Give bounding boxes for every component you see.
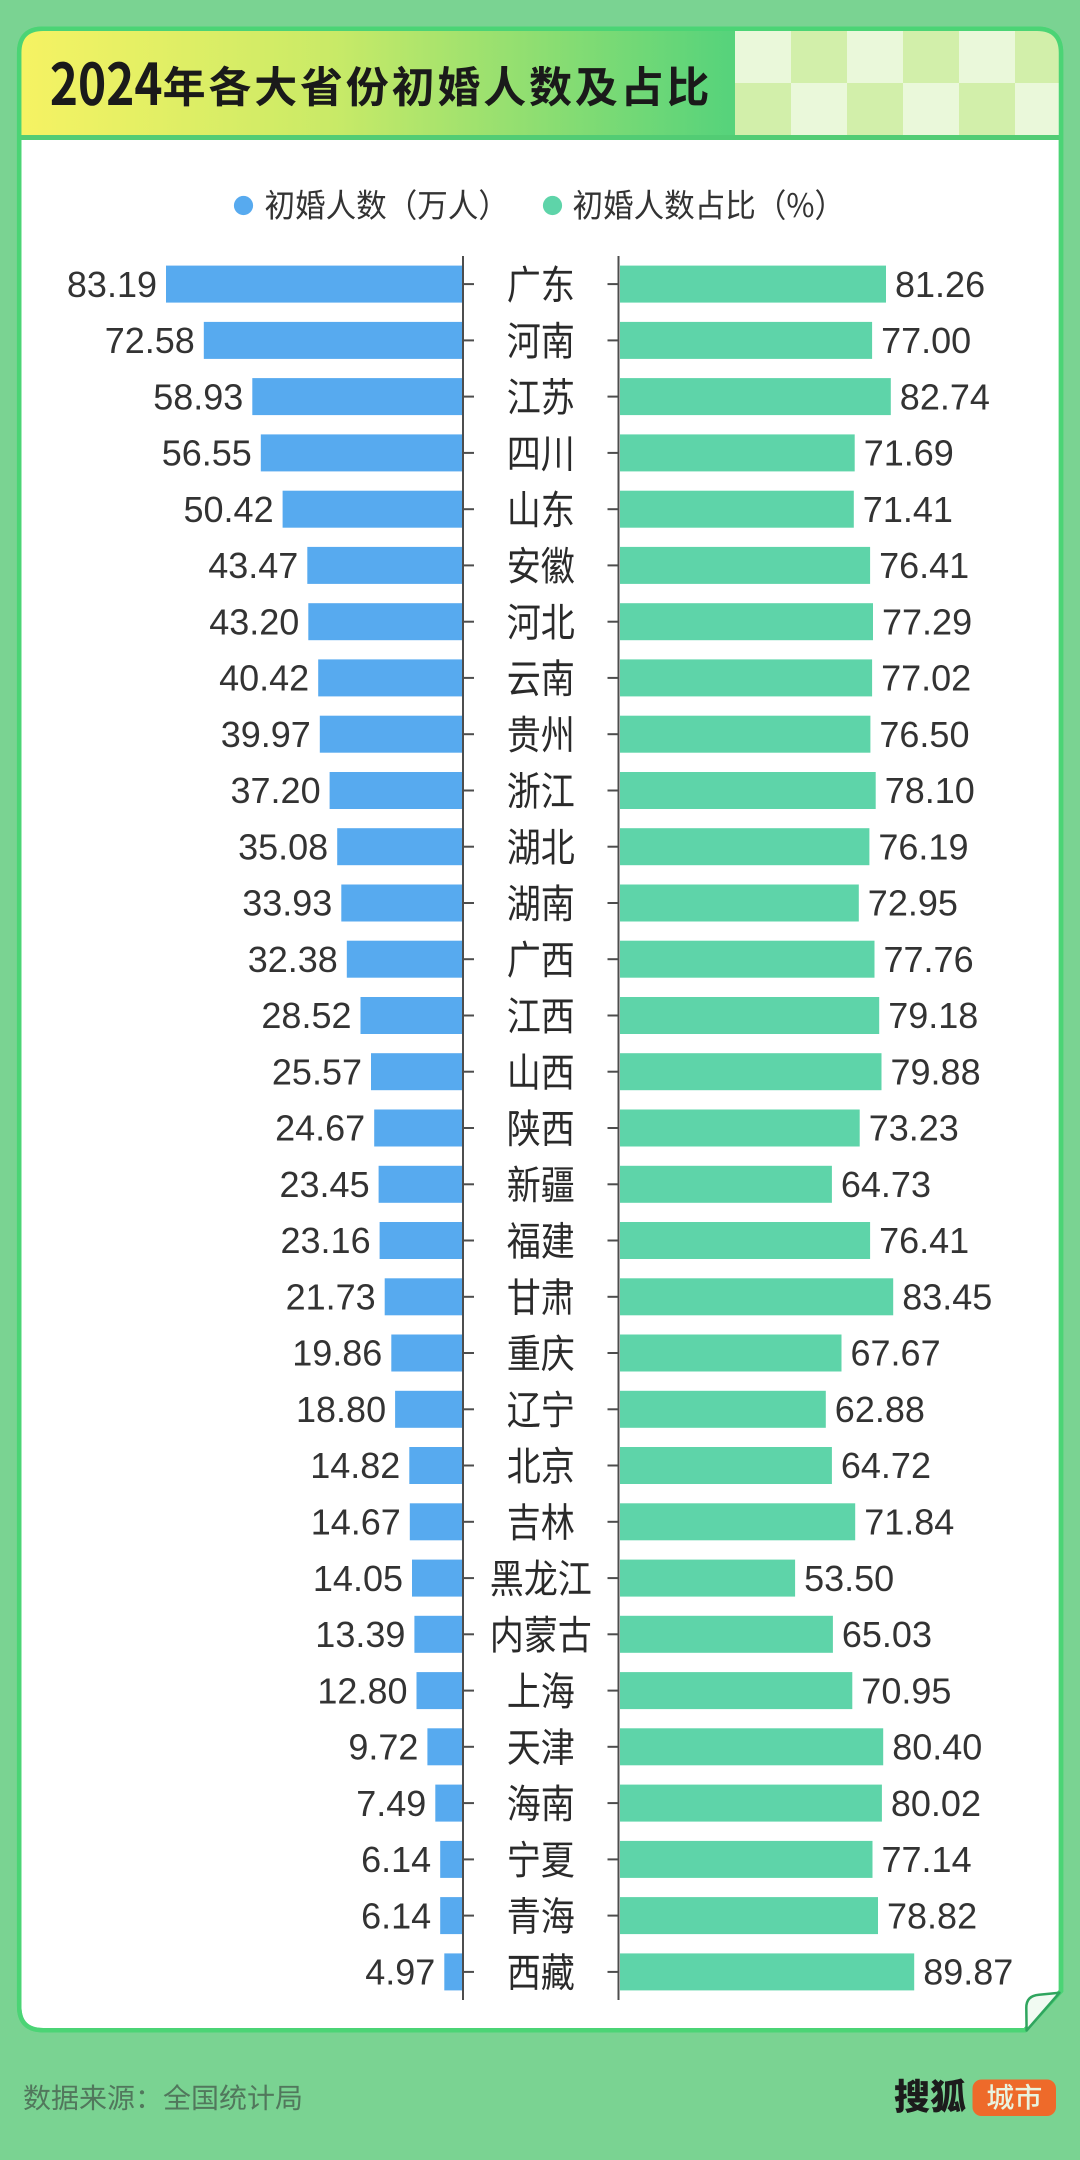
svg-text:56.55: 56.55: [162, 433, 252, 474]
svg-text:21.73: 21.73: [286, 1277, 376, 1318]
svg-text:14.05: 14.05: [313, 1558, 403, 1599]
svg-text:77.29: 77.29: [882, 601, 972, 642]
svg-text:19.86: 19.86: [292, 1333, 382, 1374]
svg-text:64.73: 64.73: [841, 1164, 931, 1205]
svg-text:33.93: 33.93: [242, 883, 332, 924]
svg-text:78.10: 78.10: [885, 770, 975, 811]
svg-text:78.82: 78.82: [887, 1895, 977, 1936]
svg-text:89.87: 89.87: [923, 1952, 1013, 1993]
svg-text:7.49: 7.49: [356, 1783, 426, 1824]
svg-text:43.47: 43.47: [208, 545, 298, 586]
svg-text:6.14: 6.14: [361, 1839, 431, 1880]
svg-text:4.97: 4.97: [365, 1952, 435, 1993]
svg-text:77.76: 77.76: [884, 939, 974, 980]
svg-text:39.97: 39.97: [221, 714, 311, 755]
svg-text:65.03: 65.03: [842, 1614, 932, 1655]
svg-text:72.58: 72.58: [105, 320, 195, 361]
svg-text:77.00: 77.00: [881, 320, 971, 361]
svg-text:80.40: 80.40: [892, 1727, 982, 1768]
svg-text:58.93: 58.93: [153, 376, 243, 417]
svg-text:79.88: 79.88: [891, 1051, 981, 1092]
svg-text:72.95: 72.95: [868, 883, 958, 924]
svg-text:83.45: 83.45: [902, 1277, 992, 1318]
svg-text:43.20: 43.20: [209, 601, 299, 642]
svg-text:73.23: 73.23: [869, 1108, 959, 1149]
svg-text:81.26: 81.26: [895, 264, 985, 305]
svg-text:24.67: 24.67: [275, 1108, 365, 1149]
svg-text:14.82: 14.82: [310, 1445, 400, 1486]
svg-text:9.72: 9.72: [348, 1727, 418, 1768]
svg-text:32.38: 32.38: [248, 939, 338, 980]
svg-text:76.50: 76.50: [879, 714, 969, 755]
svg-text:6.14: 6.14: [361, 1895, 431, 1936]
svg-text:62.88: 62.88: [835, 1389, 925, 1430]
svg-text:82.74: 82.74: [900, 376, 990, 417]
svg-text:76.19: 76.19: [878, 826, 968, 867]
svg-text:12.80: 12.80: [317, 1670, 407, 1711]
svg-text:35.08: 35.08: [238, 826, 328, 867]
svg-text:14.67: 14.67: [311, 1502, 401, 1543]
svg-text:13.39: 13.39: [315, 1614, 405, 1655]
svg-text:76.41: 76.41: [879, 545, 969, 586]
svg-text:76.41: 76.41: [879, 1220, 969, 1261]
svg-text:23.45: 23.45: [280, 1164, 370, 1205]
svg-text:40.42: 40.42: [219, 658, 309, 699]
svg-text:70.95: 70.95: [861, 1670, 951, 1711]
svg-text:28.52: 28.52: [261, 995, 351, 1036]
svg-text:53.50: 53.50: [804, 1558, 894, 1599]
svg-text:37.20: 37.20: [231, 770, 321, 811]
svg-text:18.80: 18.80: [296, 1389, 386, 1430]
svg-text:83.19: 83.19: [67, 264, 157, 305]
svg-text:71.69: 71.69: [864, 433, 954, 474]
svg-text:77.02: 77.02: [881, 658, 971, 699]
svg-text:79.18: 79.18: [888, 995, 978, 1036]
svg-text:71.41: 71.41: [863, 489, 953, 530]
svg-text:80.02: 80.02: [891, 1783, 981, 1824]
svg-text:50.42: 50.42: [184, 489, 274, 530]
svg-text:67.67: 67.67: [851, 1333, 941, 1374]
svg-text:23.16: 23.16: [281, 1220, 371, 1261]
svg-text:64.72: 64.72: [841, 1445, 931, 1486]
svg-text:25.57: 25.57: [272, 1051, 362, 1092]
svg-text:71.84: 71.84: [864, 1502, 954, 1543]
svg-text:77.14: 77.14: [882, 1839, 972, 1880]
